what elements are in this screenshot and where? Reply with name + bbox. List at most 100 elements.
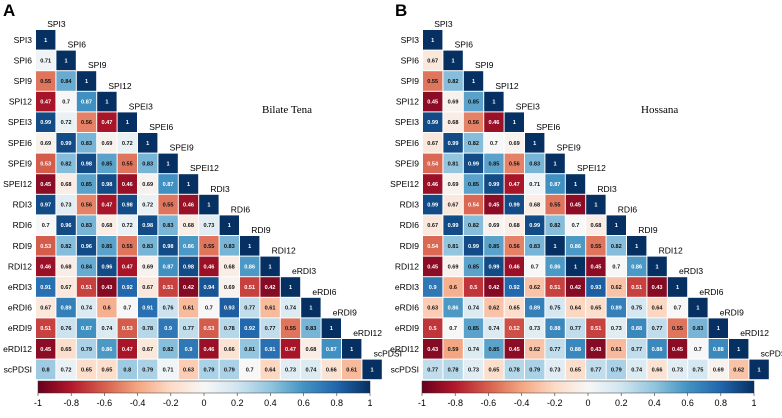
panel-b-cell-erdi12-erdi9 bbox=[708, 339, 728, 359]
panel-a-cell-value: 0.69 bbox=[224, 285, 235, 291]
panel-b-cell-rdi12-spei6 bbox=[525, 256, 545, 277]
panel-b-cell-spi12-spi9 bbox=[463, 91, 484, 112]
panel-a-cell-erdi6-spei6 bbox=[138, 297, 158, 318]
panel-b-cell-value: 0.87 bbox=[550, 182, 561, 188]
panel-a-cell-spei9-spi9 bbox=[76, 153, 97, 174]
panel-b-cell-spei9-spei9 bbox=[545, 153, 565, 174]
panel-a-cell-value: 0.53 bbox=[40, 244, 51, 250]
panel-b-cell-spei12-spi9 bbox=[463, 174, 484, 194]
panel-b-cell-spei6-spi9 bbox=[463, 133, 484, 153]
panel-b-cell-value: 0.45 bbox=[488, 203, 499, 209]
panel-b-cell-erdi3-spei3 bbox=[504, 277, 524, 297]
panel-b-cell-value: 1 bbox=[492, 100, 495, 106]
panel-b-cell-value: 1 bbox=[758, 367, 761, 373]
panel-a-cell-value: 1 bbox=[167, 161, 170, 167]
panel-a-cell-value: 0.47 bbox=[101, 203, 112, 209]
panel-b-cell-value: 0.7 bbox=[490, 141, 498, 147]
panel-a-cell-erdi3-spei6 bbox=[138, 277, 158, 297]
panel-b-diagonal-label: RDI12 bbox=[659, 246, 683, 256]
panel-b-cell-spei12-spi12 bbox=[484, 174, 504, 194]
panel-a-cell-value: 0.73 bbox=[285, 367, 296, 373]
panel-b-row-label: RDI12 bbox=[395, 261, 419, 271]
panel-b-colorbar-tick-label: 0.2 bbox=[615, 398, 628, 408]
panel-b-cell-spei6-spi6 bbox=[443, 133, 463, 153]
panel-b-cell-value: 0.77 bbox=[652, 326, 663, 332]
panel-a-cell-value: 0.7 bbox=[123, 306, 131, 312]
panel-a-row-label: SPI9 bbox=[14, 76, 33, 86]
panel-b-cell-spi9-spi9 bbox=[463, 71, 484, 91]
panel-b-cell-value: 0.78 bbox=[448, 367, 459, 373]
panel-a-cell-rdi3-spei12 bbox=[178, 194, 199, 215]
panel-b-diagonal-label: eRDI12 bbox=[740, 328, 769, 338]
panel-a-cell-value: 0.85 bbox=[81, 182, 92, 188]
panel-a-cell-spei9-spi3 bbox=[36, 153, 56, 174]
panel-b-cell-erdi6-rdi6 bbox=[606, 297, 626, 318]
panel-a-cell-value: 0.47 bbox=[285, 347, 296, 353]
panel-a-cell-rdi9-rdi3 bbox=[199, 236, 219, 256]
panel-b-row-label: SPEI12 bbox=[390, 179, 419, 189]
panel-b-cell-value: 0.92 bbox=[509, 285, 520, 291]
panel-a-cell-rdi6-spi9 bbox=[76, 215, 97, 235]
panel-b-row-label: eRDI3 bbox=[395, 282, 419, 292]
panel-b-cell-value: 0.83 bbox=[529, 161, 540, 167]
panel-b-cell-value: 0.68 bbox=[590, 223, 601, 229]
panel-a-cell-scpdsi-spi12 bbox=[97, 359, 117, 380]
panel-a-cell-spei9-spi12 bbox=[97, 153, 117, 174]
panel-a-cell-rdi3-spei6 bbox=[138, 194, 158, 215]
panel-b-colorbar-tick-label: -0.2 bbox=[547, 398, 563, 408]
panel-a-cell-scpdsi-erdi12 bbox=[342, 359, 362, 380]
panel-a-row-label: eRDI3 bbox=[8, 282, 32, 292]
panel-a-colorbar-tick-label: 0.6 bbox=[297, 398, 310, 408]
panel-a-colorbar-tick-label: -0.2 bbox=[163, 398, 179, 408]
panel-a-cell-erdi12-spei12 bbox=[178, 339, 199, 359]
panel-a-cell-value: 0.74 bbox=[101, 326, 113, 332]
panel-b-cell-value: 0.55 bbox=[550, 203, 561, 209]
panel-a-cell-value: 0.81 bbox=[244, 347, 255, 353]
panel-b-cell-value: 0.88 bbox=[631, 326, 642, 332]
panel-a-cell-erdi12-erdi3 bbox=[280, 339, 301, 359]
panel-b-cell-value: 0.5 bbox=[470, 285, 478, 291]
panel-a-diagonal-label: SPI6 bbox=[68, 40, 87, 50]
panel-a-cell-value: 0.55 bbox=[40, 79, 51, 85]
panel-a-cell-value: 0.78 bbox=[224, 326, 235, 332]
panel-a-cell-value: 0.7 bbox=[246, 367, 254, 373]
panel-a-cell-value: 0.83 bbox=[142, 161, 153, 167]
panel-a-cell-value: 0.82 bbox=[61, 244, 72, 250]
panel-b-cell-erdi6-spi9 bbox=[463, 297, 484, 318]
panel-b-cell-value: 0.74 bbox=[468, 306, 480, 312]
panel-b-cell-erdi3-spi6 bbox=[443, 277, 463, 297]
panel-a-diagonal-label: eRDI12 bbox=[353, 328, 382, 338]
panel-b-diagonal-label: SPEI6 bbox=[536, 122, 560, 132]
panel-b-cell-value: 0.82 bbox=[448, 79, 459, 85]
panel-a-cell-erdi12-spi9 bbox=[76, 339, 97, 359]
panel-a-cell-value: 0.86 bbox=[183, 244, 194, 250]
panel-b-cell-rdi9-rdi9 bbox=[627, 236, 647, 256]
panel-a-cell-spi3-spi3 bbox=[36, 30, 56, 50]
panel-a-cell-value: 0.74 bbox=[81, 306, 93, 312]
panel-b-cell-rdi3-spi3 bbox=[423, 194, 443, 215]
panel-b-cell-scpdsi-erdi3 bbox=[667, 359, 688, 380]
panel-b-cell-value: 0.68 bbox=[448, 120, 459, 126]
panel-b-cell-value: 0.99 bbox=[488, 182, 499, 188]
panel-a-cell-value: 0.83 bbox=[163, 223, 174, 229]
panel-b-cell-value: 0.99 bbox=[488, 264, 499, 270]
panel-b-colorbar-tick-label: -0.6 bbox=[481, 398, 497, 408]
panel-b-cell-value: 0.65 bbox=[590, 306, 601, 312]
panel-a-cell-rdi9-spei3 bbox=[117, 236, 137, 256]
panel-a-cell-spei6-spi3 bbox=[36, 133, 56, 153]
panel-a-cell-value: 0.71 bbox=[163, 367, 174, 373]
panel-b-cell-value: 0.88 bbox=[652, 347, 663, 353]
panel-a-cell-rdi3-spi9 bbox=[76, 194, 97, 215]
panel-b-cell-value: 0.51 bbox=[631, 285, 642, 291]
panel-a-cell-value: 0.98 bbox=[122, 203, 133, 209]
panel-a-cell-value: 0.9 bbox=[185, 347, 193, 353]
panel-a-cell-erdi9-spi12 bbox=[97, 318, 117, 338]
panel-a-cell-erdi3-rdi6 bbox=[219, 277, 239, 297]
panel-a-cell-value: 0.91 bbox=[40, 285, 51, 291]
panel-b-cell-rdi3-spi9 bbox=[463, 194, 484, 215]
panel-b-cell-rdi12-spei9 bbox=[545, 256, 565, 277]
panel-b-cell-value: 0.46 bbox=[427, 182, 438, 188]
panel-b-cell-value: 0.71 bbox=[529, 182, 540, 188]
panel-a-cell-erdi6-spei12 bbox=[178, 297, 199, 318]
